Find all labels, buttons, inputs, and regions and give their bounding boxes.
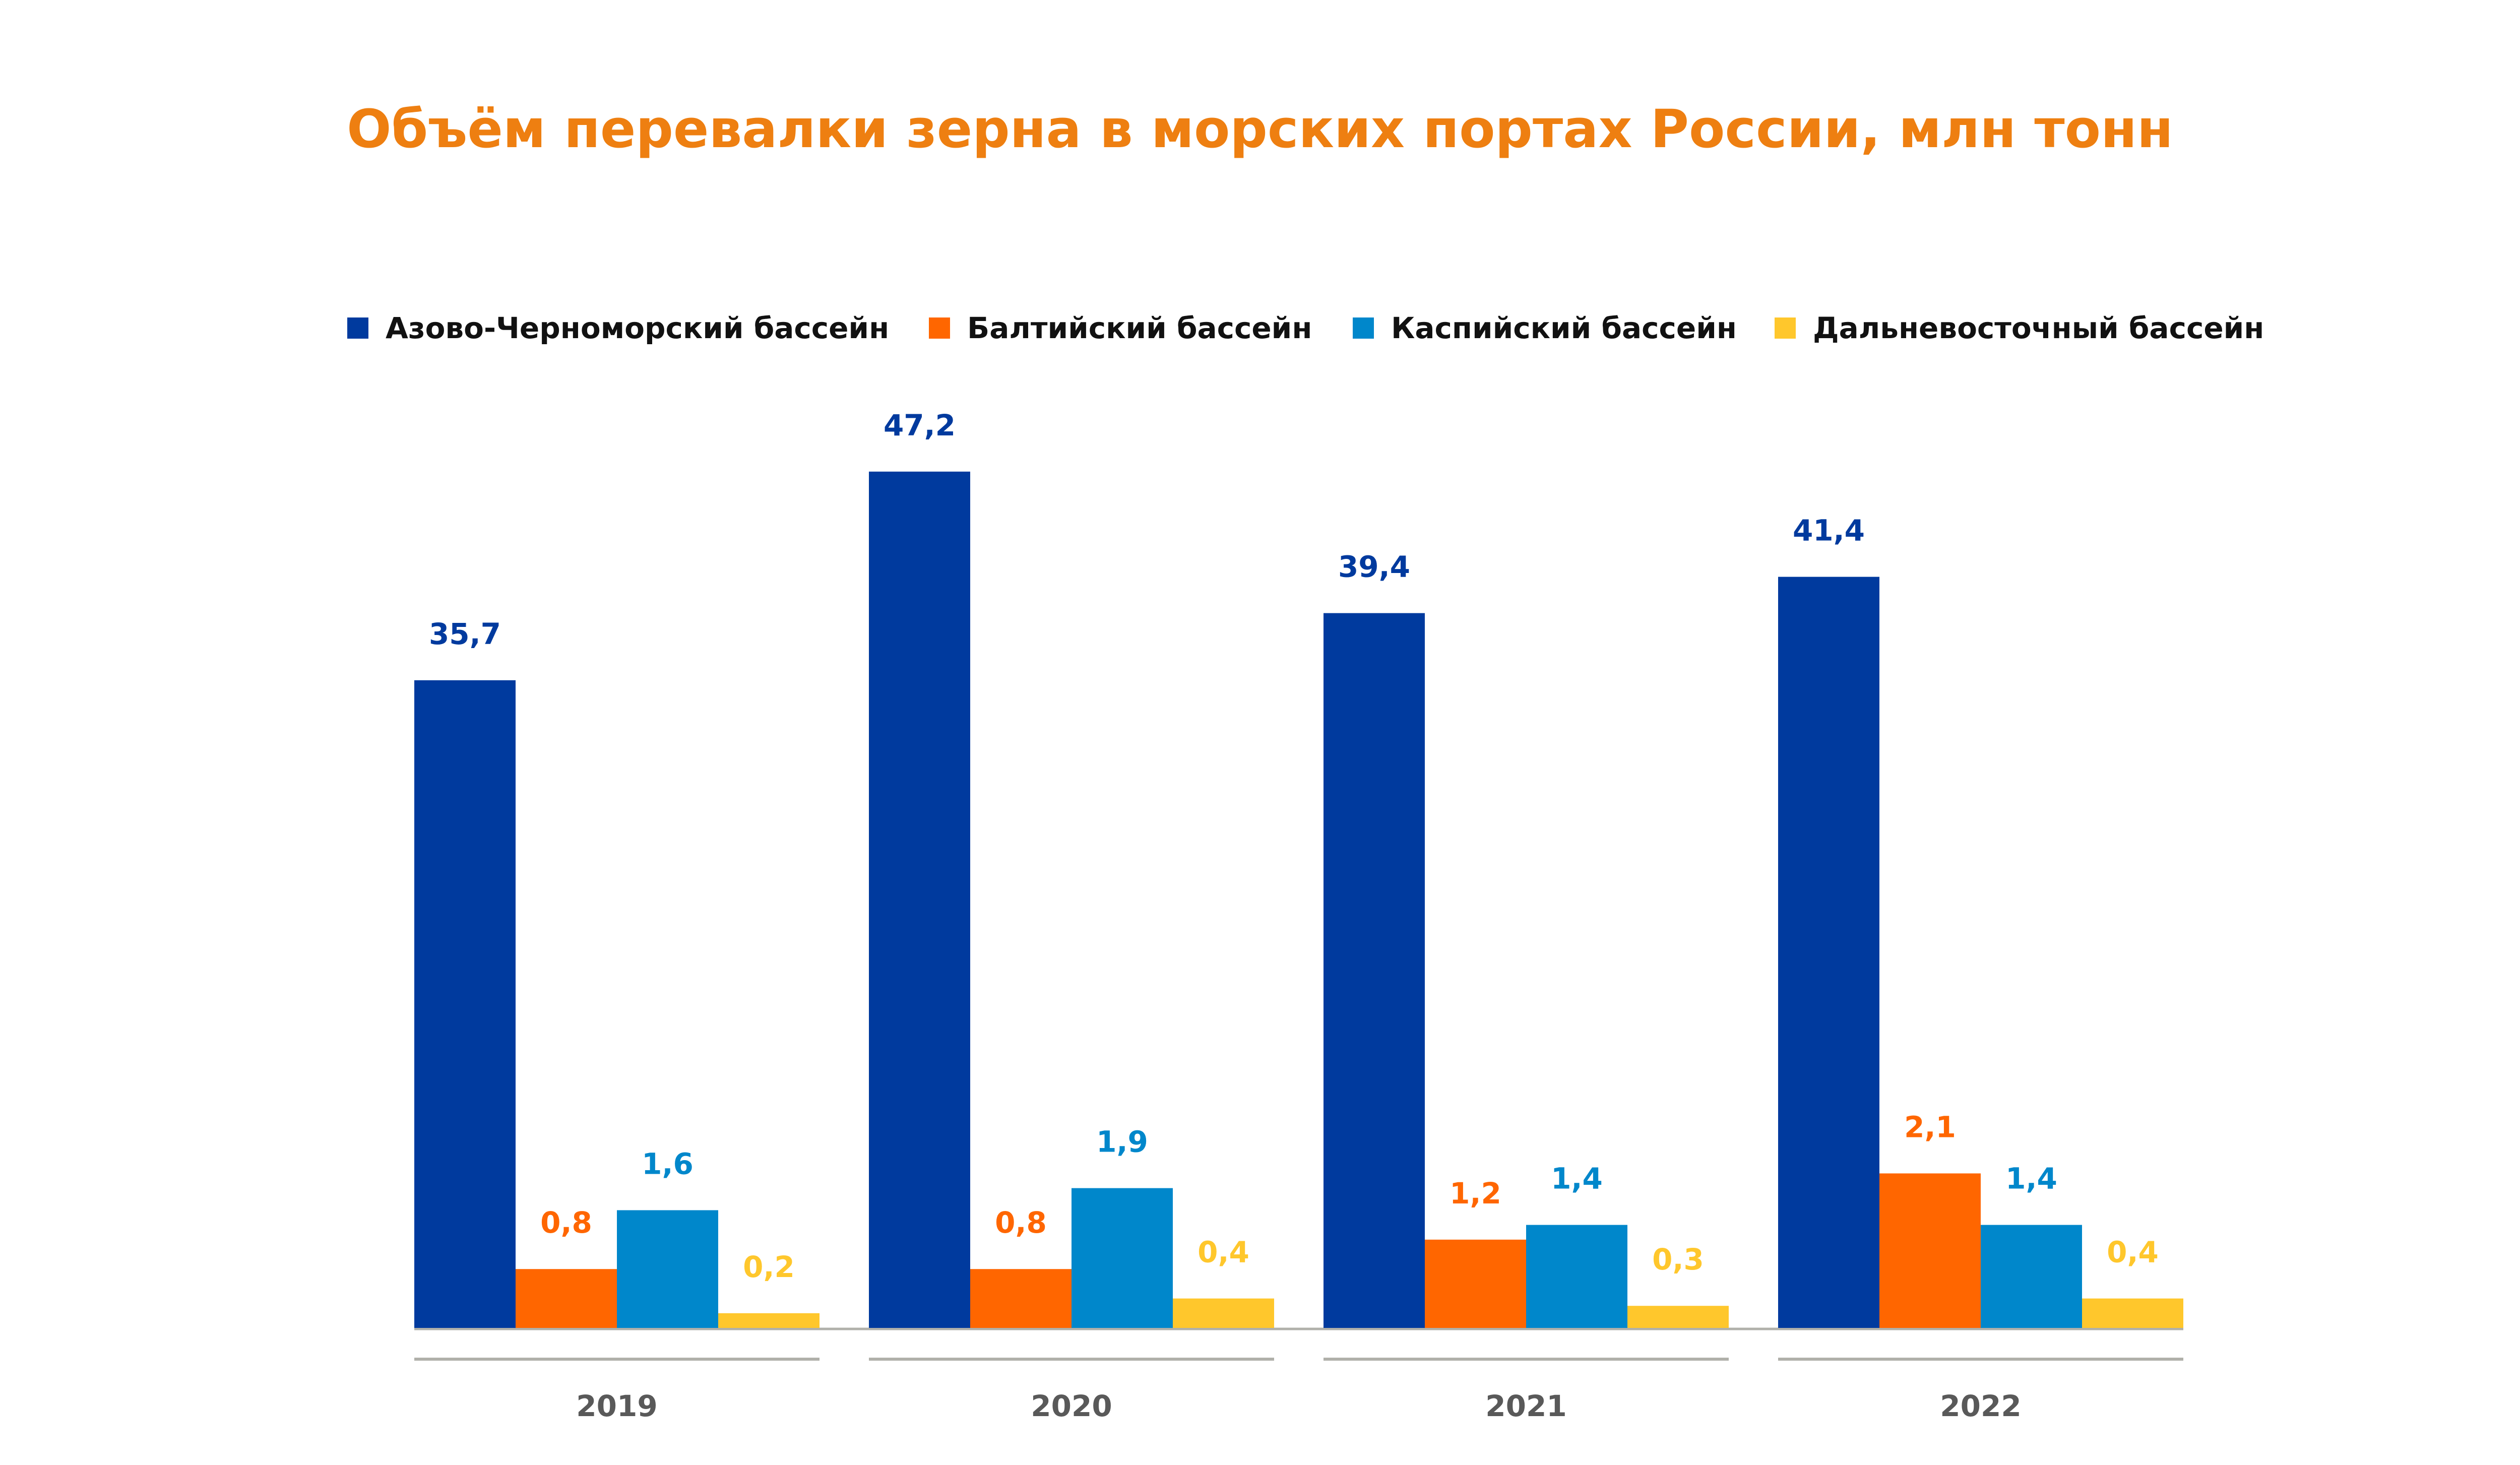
bar-2019-series-0 — [414, 680, 516, 1328]
data-label: 2,1 — [1904, 1110, 1956, 1144]
legend-label: Балтийский бассейн — [967, 311, 1312, 345]
bar-2022-series-0 — [1778, 577, 1879, 1328]
category-label-2021: 2021 — [1485, 1389, 1566, 1423]
data-label: 0,8 — [995, 1205, 1047, 1240]
chart-title: Объём перевалки зерна в морских портах Р… — [347, 98, 2173, 160]
legend: Азово-Черноморский бассейн Балтийский ба… — [0, 310, 2520, 350]
bar-2021-series-2 — [1526, 1225, 1627, 1328]
data-label: 41,4 — [1793, 514, 1865, 548]
bar-2019-series-2 — [617, 1210, 718, 1328]
legend-item-far-east: Дальневосточный бассейн — [1775, 310, 2264, 346]
bar-2019-series-1 — [516, 1269, 617, 1328]
data-label: 0,4 — [1198, 1235, 1249, 1269]
data-label: 0,2 — [743, 1250, 795, 1284]
legend-swatch — [1775, 317, 1796, 339]
legend-label: Азово-Черноморский бассейн — [386, 311, 890, 345]
data-label: 39,4 — [1338, 550, 1410, 584]
bar-2021-series-0 — [1324, 613, 1425, 1328]
bar-2022-series-3 — [2082, 1298, 2183, 1328]
legend-swatch — [1353, 317, 1374, 339]
bar-2022-series-1 — [1879, 1173, 1981, 1328]
legend-swatch — [347, 317, 368, 339]
category-label-2022: 2022 — [1940, 1389, 2021, 1423]
bar-2021-series-3 — [1627, 1306, 1729, 1328]
data-label: 47,2 — [884, 408, 956, 442]
bar-2021-series-1 — [1425, 1239, 1526, 1328]
data-label: 0,3 — [1652, 1242, 1704, 1277]
data-label: 1,2 — [1450, 1176, 1501, 1211]
bar-2020-series-1 — [970, 1269, 1072, 1328]
data-label: 35,7 — [429, 617, 501, 651]
legend-swatch — [929, 317, 950, 339]
category-label-2019: 2019 — [576, 1389, 657, 1423]
legend-item-azov-black-sea: Азово-Черноморский бассейн — [347, 310, 889, 346]
data-label: 1,9 — [1096, 1125, 1148, 1159]
legend-label: Каспийский бассейн — [1391, 311, 1737, 345]
legend-label: Дальневосточный бассейн — [1813, 311, 2264, 345]
data-label: 1,6 — [642, 1146, 694, 1181]
data-label: 0,8 — [540, 1205, 592, 1240]
category-label-2020: 2020 — [1031, 1389, 1112, 1423]
legend-item-baltic: Балтийский бассейн — [929, 310, 1312, 346]
data-label: 1,4 — [2005, 1162, 2057, 1196]
bar-2020-series-3 — [1173, 1298, 1274, 1328]
bar-2022-series-2 — [1981, 1225, 2082, 1328]
data-label: 1,4 — [1551, 1162, 1603, 1196]
bar-2019-series-3 — [718, 1313, 820, 1328]
bar-2020-series-0 — [869, 471, 970, 1328]
bar-2020-series-2 — [1072, 1188, 1173, 1328]
data-label: 0,4 — [2107, 1235, 2159, 1269]
legend-item-caspian: Каспийский бассейн — [1353, 310, 1737, 346]
